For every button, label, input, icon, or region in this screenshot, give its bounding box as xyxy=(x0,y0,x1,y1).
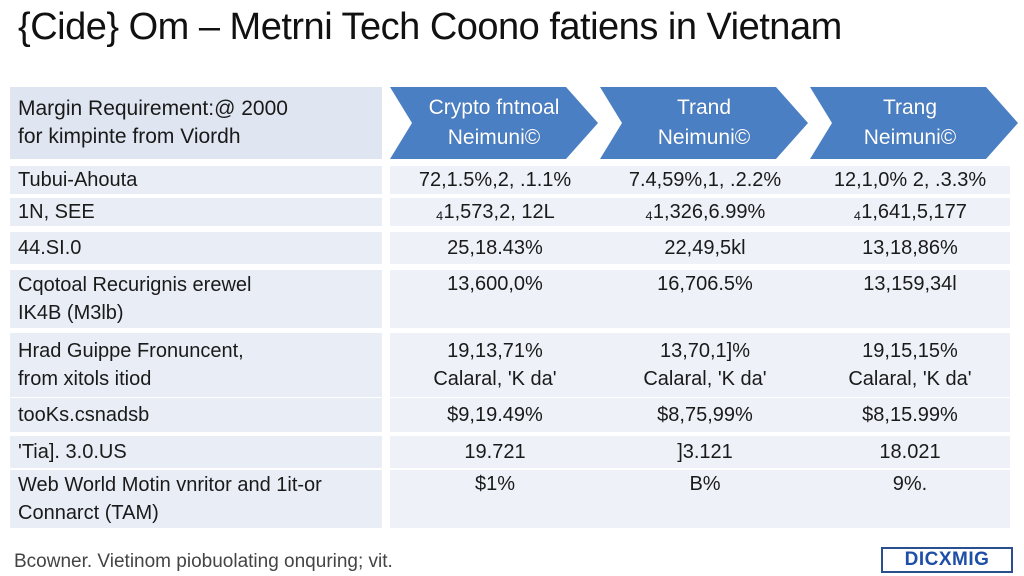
header-label-line1: Margin Requirement:@ 2000 xyxy=(18,97,288,120)
header-label-cell: Margin Requirement:@ 2000 for kimpinte f… xyxy=(10,87,382,159)
row-value: 12,1,0% 2, .3.3% xyxy=(810,166,1010,194)
row-label: 1N, SEE xyxy=(10,198,382,226)
column-header-2-line1: Trand xyxy=(676,96,732,119)
row-value: $8,75,99% xyxy=(600,398,810,432)
row-value-line1: 19,15,15% xyxy=(862,340,958,362)
row-value: 18.021 xyxy=(810,436,1010,468)
row-value: $1% xyxy=(390,470,600,528)
row-value: 13,18,86% xyxy=(810,232,1010,264)
row-label: tooKs.csnadsb xyxy=(10,398,382,432)
row-label-line2: Connarct (TAM) xyxy=(18,502,159,524)
row-label: 44.SI.0 xyxy=(10,232,382,264)
header-label-line2: for kimpinte from Viordh xyxy=(18,125,241,148)
brand-logo: DICXMIG xyxy=(881,547,1013,573)
row-value-line2: Calaral, 'K da' xyxy=(643,368,767,390)
row-label: Tubui-Ahouta xyxy=(10,166,382,194)
row-label-line2: from xitols itiod xyxy=(18,368,152,390)
row-label: Cqotoal Recurignis erewel IK4B (M3lb) xyxy=(10,270,382,328)
row-label: Web World Motin vnritor and 1it-or Conna… xyxy=(10,470,382,528)
row-value: 7.4,59%,1, .2.2% xyxy=(600,166,810,194)
row-value: 9%. xyxy=(810,470,1010,528)
column-header-1: Crypto fntnoal Neimuni© xyxy=(410,87,578,159)
row-value: ₄1,573,2, 12L xyxy=(390,198,600,226)
row-value: 19,13,71% Calaral, 'K da' xyxy=(390,333,600,397)
column-header-3-line2: Neimuni© xyxy=(863,126,957,149)
column-header-1-line1: Crypto fntnoal xyxy=(428,96,560,119)
column-header-2-line2: Neimuni© xyxy=(657,126,751,149)
column-header-1-line2: Neimuni© xyxy=(447,126,541,149)
column-header-arrow-3 xyxy=(810,87,1018,159)
row-label-line1: Cqotoal Recurignis erewel xyxy=(18,274,252,296)
column-header-2: Trand Neimuni© xyxy=(620,87,788,159)
row-value-line2: Calaral, 'K da' xyxy=(848,368,972,390)
row-value: $9,19.49% xyxy=(390,398,600,432)
row-value: 16,706.5% xyxy=(600,270,810,328)
row-value: ₄1,326,6.99% xyxy=(600,198,810,226)
column-header-3-line1: Trang xyxy=(882,96,938,119)
row-value: ₄1,641,5,177 xyxy=(810,198,1010,226)
row-value: 72,1.5%,2, .1.1% xyxy=(390,166,600,194)
column-header-arrow-2 xyxy=(600,87,808,159)
footer-note: Bcowner. Vietinom piobuolating onquring;… xyxy=(14,551,393,572)
row-label-line2: IK4B (M3lb) xyxy=(18,302,124,324)
row-value: 13,70,1]% Calaral, 'K da' xyxy=(600,333,810,397)
column-header-3: Trang Neimuni© xyxy=(826,87,994,159)
row-value: ]3.121 xyxy=(600,436,810,468)
row-value: $8,15.99% xyxy=(810,398,1010,432)
row-value-line2: Calaral, 'K da' xyxy=(433,368,557,390)
row-value: 13,600,0% xyxy=(390,270,600,328)
row-value: 19,15,15% Calaral, 'K da' xyxy=(810,333,1010,397)
row-value-line1: 19,13,71% xyxy=(447,340,543,362)
row-value: 19.721 xyxy=(390,436,600,468)
row-value: 22,49,5kl xyxy=(600,232,810,264)
row-value: 13,159,34l xyxy=(810,270,1010,328)
page-title: {Cide} Om – Metrni Tech Coono fatiens in… xyxy=(18,6,842,48)
column-header-arrow-1 xyxy=(390,87,598,159)
row-value: 25,18.43% xyxy=(390,232,600,264)
comparison-table: Margin Requirement:@ 2000 for kimpinte f… xyxy=(10,87,1022,530)
row-value: B% xyxy=(600,470,810,528)
row-label: Hrad Guippe Fronuncent, from xitols itio… xyxy=(10,333,382,397)
row-value-line1: 13,70,1]% xyxy=(659,340,751,362)
row-label: 'Tia]. 3.0.US xyxy=(10,436,382,468)
row-label-line1: Hrad Guippe Fronuncent, xyxy=(18,340,244,362)
row-label-line1: Web World Motin vnritor and 1it-or xyxy=(18,474,322,496)
